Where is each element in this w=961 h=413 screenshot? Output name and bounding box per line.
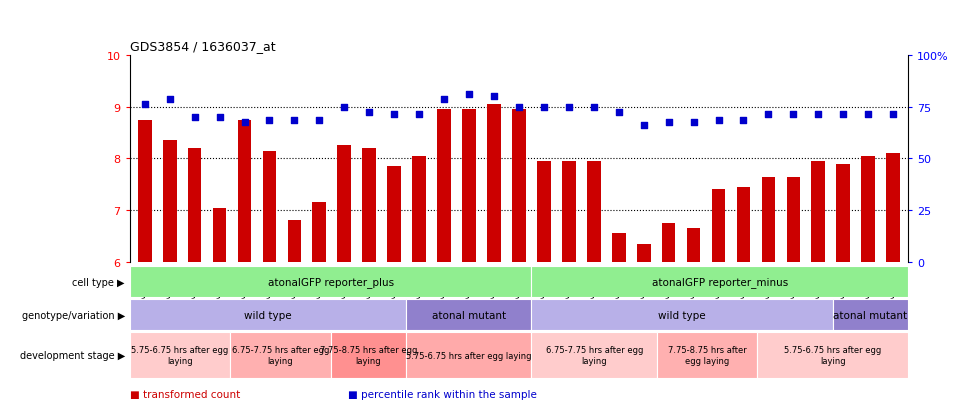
Bar [531,332,657,378]
Bar [337,146,351,262]
Point [261,117,277,123]
Bar [537,161,551,262]
Point [286,117,302,123]
Point [187,114,203,121]
Text: 5.75-6.75 hrs after egg
laying: 5.75-6.75 hrs after egg laying [132,346,229,365]
Bar [657,332,757,378]
Text: 5.75-6.75 hrs after egg
laying: 5.75-6.75 hrs after egg laying [784,346,881,365]
Point [661,120,677,126]
Bar [412,157,426,262]
Point [361,109,377,116]
Point [786,112,801,119]
Bar [262,151,277,262]
Bar [387,167,401,262]
Text: GDS3854 / 1636037_at: GDS3854 / 1636037_at [130,40,276,53]
Bar [137,120,152,262]
Point [211,114,227,121]
Text: wild type: wild type [244,310,291,320]
Point [536,104,552,111]
Point [611,109,627,116]
Bar [406,332,531,378]
Bar [406,299,531,330]
Text: atonal mutant: atonal mutant [833,310,907,320]
Point [836,112,851,119]
Bar [662,223,676,262]
Text: 7.75-8.75 hrs after egg
laying: 7.75-8.75 hrs after egg laying [320,346,417,365]
Text: atonalGFP reporter_plus: atonalGFP reporter_plus [267,276,394,287]
Point [511,104,527,111]
Bar [231,332,331,378]
Point [711,117,727,123]
Bar [637,244,651,262]
Bar [836,164,850,262]
Point [686,120,702,126]
Bar [437,110,451,262]
Bar [287,221,301,262]
Text: atonalGFP reporter_minus: atonalGFP reporter_minus [652,276,788,287]
Point [436,96,452,103]
Point [761,112,776,119]
Bar [487,105,501,262]
Bar [531,266,908,297]
Text: 7.75-8.75 hrs after
egg laying: 7.75-8.75 hrs after egg laying [668,346,747,365]
Text: ■ transformed count: ■ transformed count [130,389,240,399]
Bar [833,299,908,330]
Bar [130,332,231,378]
Point [162,96,178,103]
Point [860,112,875,119]
Bar [312,203,326,262]
Point [386,112,402,119]
Point [636,122,652,129]
Bar [212,208,227,262]
Point [461,91,477,98]
Bar [187,149,202,262]
Bar [587,161,601,262]
Point [411,112,427,119]
Bar [757,332,908,378]
Text: 5.75-6.75 hrs after egg laying: 5.75-6.75 hrs after egg laying [406,351,531,360]
Text: wild type: wild type [658,310,706,320]
Bar [130,299,406,330]
Point [561,104,577,111]
Point [236,120,252,126]
Text: development stage ▶: development stage ▶ [19,350,125,360]
Bar [612,234,626,262]
Bar [462,110,476,262]
Bar [712,190,726,262]
Text: genotype/variation ▶: genotype/variation ▶ [22,310,125,320]
Bar [786,177,801,262]
Text: atonal mutant: atonal mutant [431,310,505,320]
Bar [162,141,177,262]
Point [486,94,502,100]
Bar [737,188,751,262]
Text: 6.75-7.75 hrs after egg
laying: 6.75-7.75 hrs after egg laying [546,346,643,365]
Point [736,117,752,123]
Bar [861,157,875,262]
Point [885,112,900,119]
Bar [562,161,576,262]
Text: cell type ▶: cell type ▶ [72,277,125,287]
Bar [237,120,252,262]
Point [336,104,352,111]
Bar [130,266,531,297]
Bar [761,177,776,262]
Bar [886,154,900,262]
Bar [687,229,701,262]
Bar [531,299,833,330]
Point [811,112,826,119]
Point [586,104,602,111]
Point [311,117,327,123]
Text: ■ percentile rank within the sample: ■ percentile rank within the sample [348,389,536,399]
Bar [362,149,376,262]
Bar [512,110,526,262]
Bar [811,161,825,262]
Text: 6.75-7.75 hrs after egg
laying: 6.75-7.75 hrs after egg laying [232,346,329,365]
Point [137,102,153,108]
Bar [331,332,406,378]
